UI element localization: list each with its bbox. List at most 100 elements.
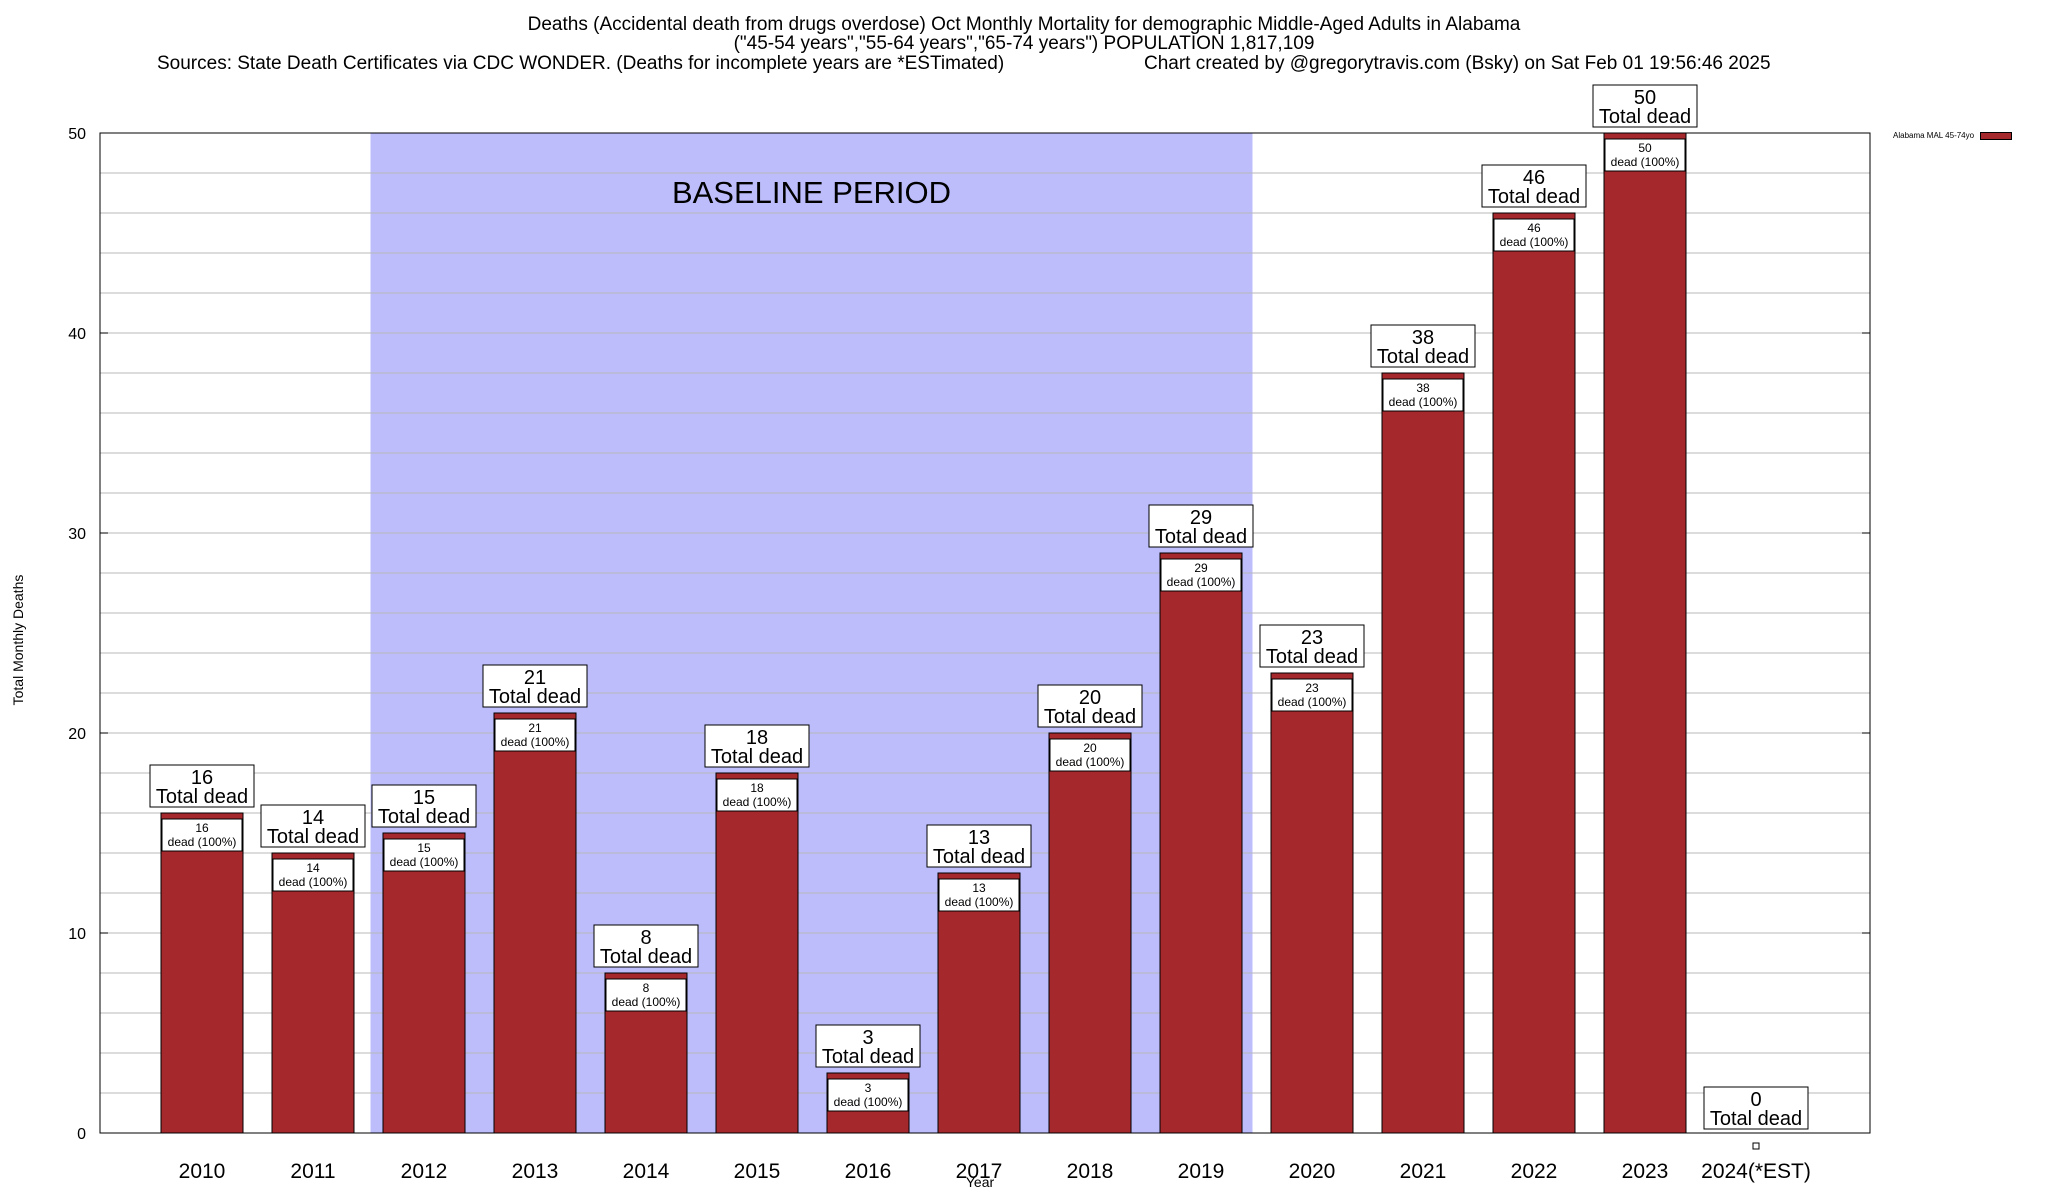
bar-inner-label-value: 8 <box>643 981 650 995</box>
x-tick-label: 2021 <box>1400 1160 1447 1183</box>
bar-inner-label-box <box>1049 738 1131 772</box>
bar-top-label-box <box>149 764 255 808</box>
bar-top-label-box <box>1370 324 1476 368</box>
bar <box>1492 212 1576 1134</box>
bar-inner-label-value: 18 <box>750 781 764 795</box>
bar-top-label-text: Total dead <box>267 826 359 848</box>
x-tick-label: 2022 <box>1511 1160 1558 1183</box>
chart-sources: Sources: State Death Certificates via CD… <box>157 53 1005 74</box>
bar-inner-label-text: dead (100%) <box>834 1095 903 1109</box>
y-tick-label: 10 <box>68 926 86 943</box>
legend-swatch <box>1980 131 2013 140</box>
bar-top-label-box <box>1703 1086 1809 1130</box>
bar-top-label-text: Total dead <box>378 806 470 828</box>
bar-inner-label-value: 38 <box>1416 381 1430 395</box>
bar-top-label-box <box>704 724 810 768</box>
bar-top-label-text: Total dead <box>1266 646 1358 668</box>
bar <box>1270 672 1354 1134</box>
bar-inner-label-value: 21 <box>528 721 542 735</box>
bar-top-label-value: 50 <box>1634 87 1656 109</box>
x-axis-label: Year <box>965 1174 995 1190</box>
bar-inner-label-text: dead (100%) <box>1611 155 1680 169</box>
bar-inner-label-text: dead (100%) <box>168 835 237 849</box>
bar-top-label-value: 13 <box>968 827 990 849</box>
bar-inner-label-value: 50 <box>1638 141 1652 155</box>
bar <box>715 772 799 1134</box>
bar <box>1603 132 1687 1134</box>
bar-top-label-text: Total dead <box>489 686 581 708</box>
bar-inner-label-text: dead (100%) <box>612 995 681 1009</box>
x-tick-label: 2010 <box>179 1160 226 1183</box>
bar-top-label-box <box>1592 84 1698 128</box>
x-tick-label: 2013 <box>512 1160 559 1183</box>
bar-zero-marker <box>1752 1142 1760 1150</box>
bar-inner-label-text: dead (100%) <box>390 855 459 869</box>
bar-inner-label-value: 16 <box>195 821 209 835</box>
bar-inner-label-box <box>716 778 798 812</box>
bar-inner-label-text: dead (100%) <box>1389 395 1458 409</box>
bar-inner-label-text: dead (100%) <box>1500 235 1569 249</box>
bar-inner-label-box <box>161 818 243 852</box>
bar-top-label-box <box>260 804 366 848</box>
bar-inner-label-box <box>1160 558 1242 592</box>
bar-top-label-box <box>815 1024 921 1068</box>
bar-top-label-text: Total dead <box>1377 346 1469 368</box>
bar <box>271 852 355 1134</box>
bar-top-label-value: 23 <box>1301 627 1323 649</box>
bar-inner-label-text: dead (100%) <box>501 735 570 749</box>
bar <box>1159 552 1243 1134</box>
bar-top-label-text: Total dead <box>1710 1108 1802 1130</box>
x-tick-label: 2020 <box>1289 1160 1336 1183</box>
y-tick-label: 40 <box>68 326 86 343</box>
x-tick-label: 2019 <box>1178 1160 1225 1183</box>
bar-inner-label-box <box>605 978 687 1012</box>
bar-top-label-box <box>482 664 588 708</box>
bar-top-label-text: Total dead <box>1044 706 1136 728</box>
bar-top-label-text: Total dead <box>1599 106 1691 128</box>
bar-top-label-value: 29 <box>1190 507 1212 529</box>
y-tick-label: 0 <box>77 1126 86 1143</box>
bar-top-label-box <box>593 924 699 968</box>
bar-inner-label-text: dead (100%) <box>945 895 1014 909</box>
bar-inner-label-value: 46 <box>1527 221 1541 235</box>
bar-top-label-box <box>1037 684 1143 728</box>
bar-top-label-value: 3 <box>862 1027 873 1049</box>
bar-top-label-box <box>926 824 1032 868</box>
baseline-period-label: BASELINE PERIOD <box>672 175 951 210</box>
bar-inner-label-value: 14 <box>306 861 320 875</box>
bar-top-label-text: Total dead <box>711 746 803 768</box>
bar-inner-label-value: 15 <box>417 841 431 855</box>
bar-top-label-value: 16 <box>191 767 213 789</box>
bar-top-label-text: Total dead <box>822 1046 914 1068</box>
bar-top-label-value: 14 <box>302 807 324 829</box>
bar <box>382 832 466 1134</box>
bar-inner-label-box <box>938 878 1020 912</box>
bar-inner-label-text: dead (100%) <box>723 795 792 809</box>
bar-inner-label-box <box>1382 378 1464 412</box>
x-tick-label: 2018 <box>1067 1160 1114 1183</box>
bar-inner-label-box <box>1493 218 1575 252</box>
x-tick-label: 2016 <box>845 1160 892 1183</box>
x-tick-label: 2015 <box>734 1160 781 1183</box>
x-tick-label: 2012 <box>401 1160 448 1183</box>
bar-inner-label-box <box>1271 678 1353 712</box>
chart-credit: Chart created by @gregorytravis.com (Bsk… <box>1144 53 1771 74</box>
x-tick-label: 2017 <box>956 1160 1003 1183</box>
bar-top-label-value: 8 <box>640 927 651 949</box>
bar-top-label-box <box>1259 624 1365 668</box>
bar-inner-label-box <box>1604 138 1686 172</box>
bar-top-label-box <box>371 784 477 828</box>
bar-top-label-value: 21 <box>524 667 546 689</box>
bar-inner-label-text: dead (100%) <box>1167 575 1236 589</box>
y-tick-label: 50 <box>68 126 86 143</box>
bar-top-label-text: Total dead <box>933 846 1025 868</box>
bar-inner-label-box <box>272 858 354 892</box>
bar <box>1381 372 1465 1134</box>
bar-inner-label-box <box>383 838 465 872</box>
bar-top-label-value: 20 <box>1079 687 1101 709</box>
bar-inner-label-box <box>827 1078 909 1112</box>
bar-inner-label-value: 29 <box>1194 561 1208 575</box>
bar <box>493 712 577 1134</box>
bar-inner-label-box <box>494 718 576 752</box>
